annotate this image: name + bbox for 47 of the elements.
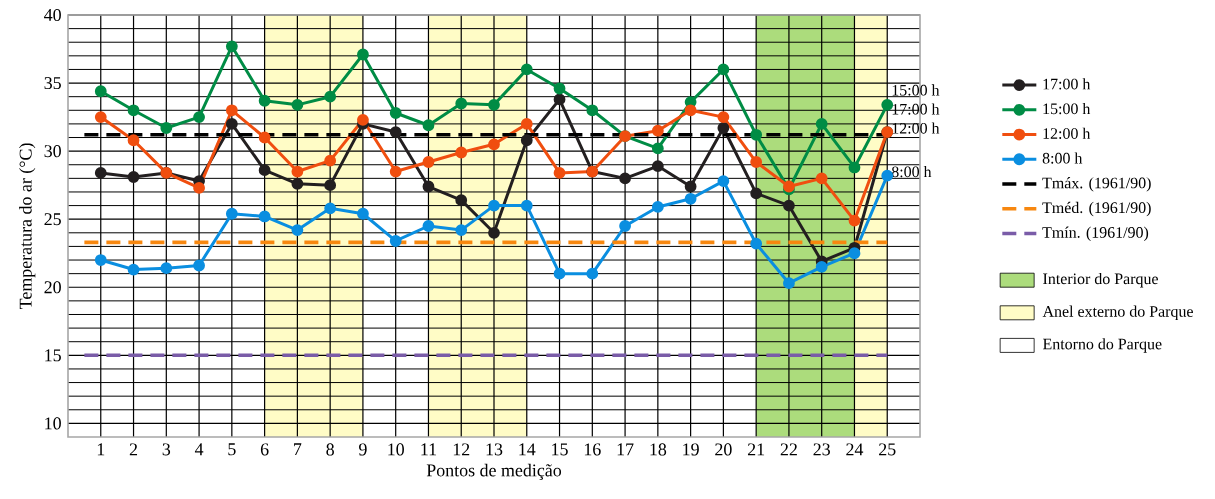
x-tick-label: 7: [294, 443, 302, 456]
x-tick-label: 17: [617, 443, 634, 456]
text: Anel externo do Parque: [1042, 305, 1193, 321]
x-tick-label: 18: [650, 443, 667, 456]
x-tick-label: 8: [326, 443, 334, 456]
x-tick-label: 10: [388, 443, 404, 456]
x-axis-title: Pontos de medição: [426, 463, 562, 481]
text: Interior do Parque: [1043, 272, 1158, 288]
x-tick-label: 14: [519, 443, 536, 456]
x-tick-label: 9: [359, 443, 367, 456]
text: 12:00 h: [892, 122, 940, 134]
x-tick-label: 1: [97, 443, 105, 456]
legend-label: 17:00 h: [1043, 78, 1091, 90]
legend-label: Tméd. (1961/90): [1042, 201, 1151, 217]
x-tick-label: 22: [780, 443, 797, 456]
legend-label: 8:00 h: [1042, 152, 1083, 164]
x-tick-label: 21: [747, 443, 765, 456]
text: 8:00 h: [891, 166, 932, 178]
x-tick-label: 19: [683, 443, 699, 456]
x-tick-label: 23: [813, 443, 830, 456]
y-tick-label: 40: [44, 8, 61, 22]
legend-label: 12:00 h: [1043, 127, 1091, 139]
x-tick-label: 20: [715, 443, 732, 456]
x-tick-label: 24: [846, 443, 864, 456]
legend-label: Tmáx. (1961/90): [1042, 177, 1151, 192]
legend-label: Tmín. (1961/90): [1042, 226, 1149, 242]
y-axis-title: Temperatura do ar (°C): [19, 143, 36, 310]
x-tick-label: 13: [486, 443, 503, 456]
x-tick-label: 5: [228, 443, 236, 456]
x-tick-label: 12: [453, 443, 470, 456]
x-tick-label: 6: [260, 443, 269, 456]
x-tick-label: 2: [129, 443, 138, 456]
y-tick-label: 20: [44, 281, 61, 294]
legend-label: 15:00 h: [1043, 102, 1091, 115]
y-tick-label: 25: [44, 213, 61, 226]
text: 15:00 h: [892, 84, 940, 96]
y-tick-label: 35: [44, 77, 61, 90]
text: Entorno do Parque: [1043, 338, 1162, 353]
x-tick-label: 16: [584, 443, 601, 456]
y-tick-label: 30: [44, 145, 61, 158]
y-tick-label: 15: [45, 349, 61, 362]
y-tick-label: 10: [45, 417, 61, 430]
x-tick-label: 4: [194, 443, 204, 456]
x-tick-label: 3: [162, 443, 171, 456]
x-tick-label: 11: [421, 443, 437, 456]
x-tick-label: 15: [552, 443, 568, 456]
x-tick-label: 25: [879, 443, 896, 456]
